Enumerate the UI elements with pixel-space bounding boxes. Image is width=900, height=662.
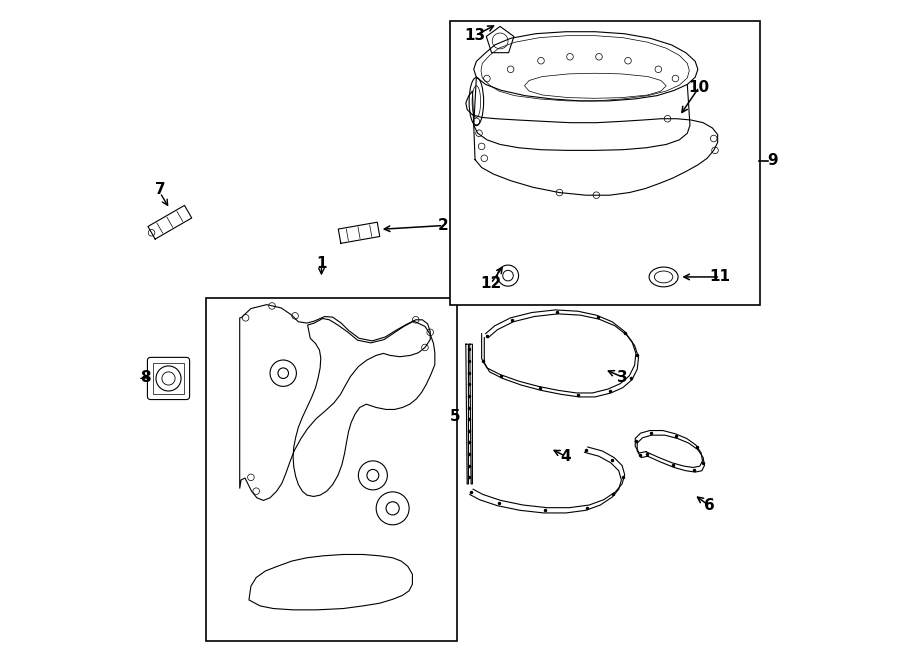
Text: 5: 5: [450, 409, 461, 424]
Text: 1: 1: [316, 256, 327, 271]
Text: 13: 13: [464, 28, 486, 43]
Text: 11: 11: [710, 269, 731, 285]
Bar: [153, 363, 184, 395]
Text: 4: 4: [560, 449, 571, 464]
Text: 7: 7: [155, 182, 166, 197]
Text: 6: 6: [704, 498, 715, 513]
Text: 2: 2: [438, 218, 449, 233]
Text: 12: 12: [481, 276, 501, 291]
FancyBboxPatch shape: [148, 357, 190, 400]
Bar: [206, 298, 456, 641]
Bar: [450, 21, 760, 305]
Text: 10: 10: [688, 79, 710, 95]
Text: 9: 9: [768, 154, 778, 168]
Text: 3: 3: [617, 369, 628, 385]
Text: 8: 8: [140, 369, 151, 385]
